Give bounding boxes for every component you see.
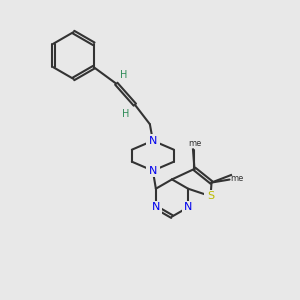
Text: N: N [184,202,192,212]
Text: me: me [188,139,201,148]
FancyBboxPatch shape [150,201,162,214]
Text: S: S [207,191,214,201]
FancyBboxPatch shape [146,164,160,178]
Text: N: N [152,202,160,212]
Text: me: me [230,174,244,182]
Text: H: H [120,70,127,80]
Text: N: N [149,166,157,176]
Text: N: N [149,136,157,146]
Text: H: H [122,109,130,119]
FancyBboxPatch shape [182,201,194,214]
FancyBboxPatch shape [146,134,160,148]
FancyBboxPatch shape [204,190,217,203]
